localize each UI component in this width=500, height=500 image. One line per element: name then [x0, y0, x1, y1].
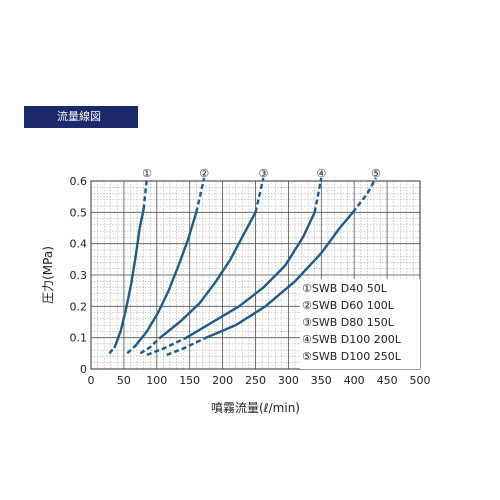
series-line [158, 211, 257, 339]
x-tick-label: 500 [410, 374, 431, 387]
plot-frame [90, 180, 421, 370]
series-line-extrapolated [166, 177, 377, 357]
x-tick-label: 400 [344, 374, 365, 387]
series-line-extrapolated [146, 177, 323, 357]
series-markers: ① ② ③ ④ ⑤ [142, 167, 381, 180]
x-tick-label: 250 [245, 374, 266, 387]
legend-item: ④SWB D100 200L [302, 333, 402, 346]
y-tick-label: 0 [80, 363, 87, 376]
series-line [185, 211, 316, 339]
y-axis-label: 圧力(MPa) [41, 246, 55, 304]
section-banner-title: 流量線図 [57, 110, 101, 123]
x-tick-label: 300 [278, 374, 299, 387]
series-line [113, 208, 145, 349]
series-line-extrapolated [126, 177, 206, 355]
legend-item: ⑤SWB D100 250L [302, 350, 402, 363]
series-line [204, 211, 355, 339]
y-tick-labels: 0 0.1 0.2 0.3 0.4 0.5 0.6 [70, 175, 88, 376]
y-tick-label: 0.1 [70, 332, 88, 345]
series-marker: ② [199, 167, 209, 180]
series-marker: ④ [316, 167, 326, 180]
y-tick-label: 0.3 [70, 269, 88, 282]
legend-item: ①SWB D40 50L [302, 282, 388, 295]
series-lines [108, 177, 377, 357]
y-tick-label: 0.6 [70, 175, 88, 188]
x-tick-label: 200 [212, 374, 233, 387]
x-tick-label: 100 [146, 374, 167, 387]
series-line [134, 211, 198, 347]
legend-item: ③SWB D80 150L [302, 316, 395, 329]
x-tick-label: 50 [117, 374, 131, 387]
series-marker: ① [142, 167, 152, 180]
x-tick-labels: 0 50 100 150 200 250 300 350 400 450 500 [88, 374, 431, 387]
x-tick-label: 0 [88, 374, 95, 387]
series-line-extrapolated [139, 177, 265, 355]
series-marker: ③ [258, 167, 268, 180]
y-tick-label: 0.5 [70, 206, 88, 219]
x-axis-label: 噴霧流量(ℓ/min) [211, 401, 300, 415]
series-line-extrapolated [108, 177, 149, 355]
legend-item: ②SWB D60 100L [302, 299, 395, 312]
y-tick-label: 0.4 [70, 238, 88, 251]
x-tick-label: 350 [311, 374, 332, 387]
legend: ①SWB D40 50L ②SWB D60 100L ③SWB D80 150L ④S… [302, 282, 402, 363]
x-tick-label: 150 [179, 374, 200, 387]
legend-background [300, 279, 420, 369]
x-tick-label: 450 [377, 374, 398, 387]
series-marker: ⑤ [371, 167, 381, 180]
legend-box [300, 279, 420, 369]
y-tick-label: 0.2 [70, 300, 88, 313]
section-banner: 流量線図 [24, 106, 138, 128]
